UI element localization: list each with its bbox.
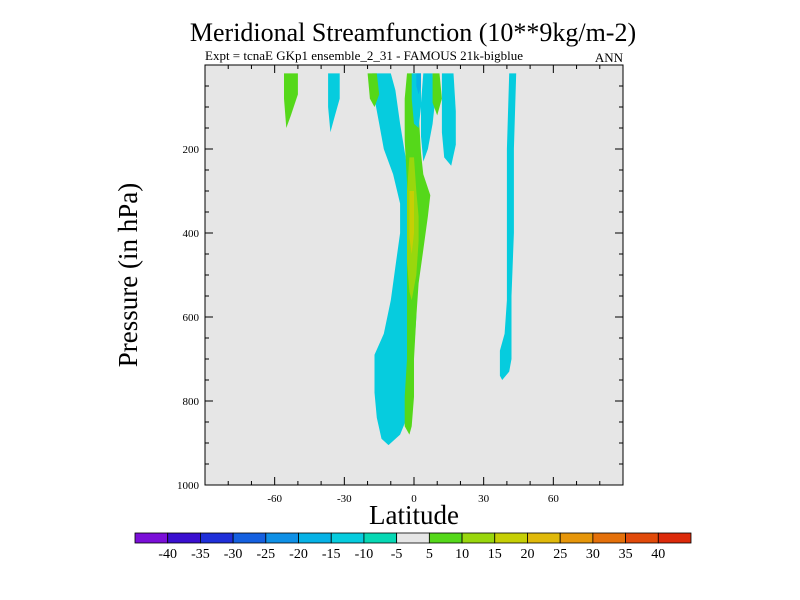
colorbar-label: -5 <box>391 547 403 562</box>
colorbar-label: -40 <box>158 547 177 562</box>
colorbar-swatch <box>428 532 463 544</box>
colorbar-label: 25 <box>553 547 567 562</box>
colorbar: -40 -35 -30 -25 -20 -15 -10 -5 5 10 15 20 25 30 35 40 <box>134 532 692 562</box>
y-tick-label: 400 <box>183 228 200 240</box>
colorbar-label: 5 <box>426 547 433 562</box>
contour-region-plume-green-8 <box>432 73 442 116</box>
y-tick-label: 1000 <box>177 480 200 492</box>
colorbar-label: -30 <box>224 547 243 562</box>
contour-region-equator-orange <box>409 191 414 254</box>
x-axis-label: Latitude <box>369 500 459 530</box>
colorbar-label: 20 <box>521 547 535 562</box>
colorbar-swatch <box>527 532 561 544</box>
x-tick-label: -60 <box>267 493 282 505</box>
x-tick-label: 0 <box>411 493 417 505</box>
colorbar-label: -20 <box>289 547 308 562</box>
colorbar-swatch <box>363 532 398 544</box>
colorbar-swatch <box>625 532 659 544</box>
colorbar-swatch <box>396 532 430 544</box>
colorbar-swatch <box>592 532 626 544</box>
colorbar-swatch <box>298 532 332 544</box>
colorbar-label: -35 <box>191 547 210 562</box>
colorbar-swatch <box>461 532 496 544</box>
plot-area: -60 -30 0 30 60 200 400 600 800 1000 <box>177 64 624 505</box>
chart-title: Meridional Streamfunction (10**9kg/m-2) <box>190 18 636 47</box>
colorbar-label: -10 <box>355 547 374 562</box>
colorbar-label: 40 <box>651 547 665 562</box>
colorbar-swatch <box>265 532 299 544</box>
contour-region-inner-blue <box>416 73 421 95</box>
colorbar-swatch <box>232 532 267 544</box>
y-tick-label: 800 <box>183 396 200 408</box>
colorbar-label: 10 <box>455 547 469 562</box>
colorbar-swatch <box>559 532 594 544</box>
colorbar-swatch <box>330 532 365 544</box>
colorbar-label: 30 <box>586 547 600 562</box>
colorbar-swatch <box>494 532 528 544</box>
colorbar-swatch <box>200 532 234 544</box>
y-axis-label: Pressure (in hPa) <box>113 183 143 367</box>
chart-subtitle-left: Expt = tcnaE GKp1 ensemble_2_31 - FAMOUS… <box>205 48 523 63</box>
y-tick-label: 600 <box>183 312 200 324</box>
colorbar-label: 35 <box>619 547 633 562</box>
colorbar-label: -15 <box>322 547 341 562</box>
contour-region-plume-cyan-5 <box>421 73 435 162</box>
chart-subtitle-right: ANN <box>595 50 624 65</box>
colorbar-label: -25 <box>256 547 275 562</box>
contour-region-plume-cyan-neg35 <box>328 73 340 133</box>
colorbar-swatch <box>134 532 169 544</box>
colorbar-swatch <box>167 532 201 544</box>
contour-layer <box>284 73 517 446</box>
contour-region-sh-cyan-43 <box>499 73 517 381</box>
x-tick-label: 60 <box>548 493 560 505</box>
contour-region-plume-green-neg20 <box>367 73 380 107</box>
x-tick-label: -30 <box>337 493 352 505</box>
colorbar-label: 15 <box>488 547 502 562</box>
contour-region-plume-green-neg55 <box>284 73 298 128</box>
tick-layer: -60 -30 0 30 60 200 400 600 800 1000 <box>177 65 623 505</box>
colorbar-swatch <box>657 532 692 544</box>
contour-region-plume-cyan-15 <box>441 73 456 166</box>
contour-region-nh-cell-cyan <box>372 73 417 446</box>
x-tick-label: 30 <box>478 493 490 505</box>
y-tick-label: 200 <box>183 144 200 156</box>
